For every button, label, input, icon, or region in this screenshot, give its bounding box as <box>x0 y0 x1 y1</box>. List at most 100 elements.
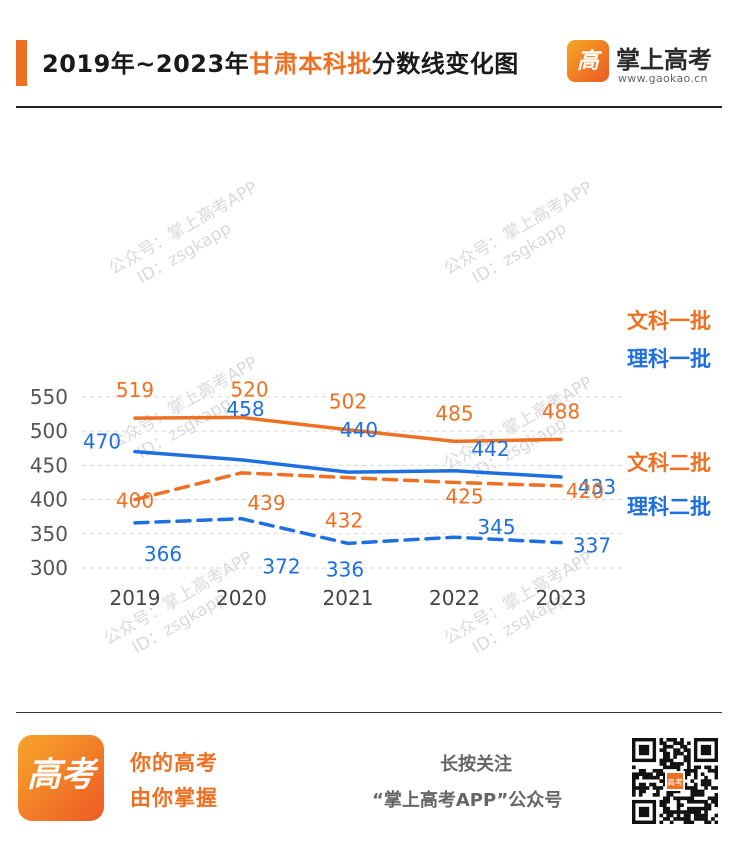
qr-module <box>666 799 671 804</box>
qr-module <box>707 765 712 770</box>
qr-module <box>687 796 691 801</box>
qr-module <box>697 806 701 811</box>
qr-module <box>645 786 650 790</box>
qr-module <box>659 748 664 752</box>
qr-module <box>642 786 646 790</box>
data-label-s2-4: 420 <box>566 479 604 503</box>
qr-module <box>687 813 691 818</box>
qr-module <box>687 786 691 790</box>
qr-module <box>683 758 688 763</box>
qr-module <box>680 817 684 821</box>
qr-module <box>632 786 636 790</box>
qr-code[interactable]: 高考 <box>632 738 718 824</box>
qr-module <box>659 758 664 763</box>
qr-module <box>669 738 674 742</box>
x-tick-2020: 2020 <box>216 586 267 610</box>
qr-module <box>652 793 657 797</box>
qr-module <box>673 762 677 766</box>
data-label-s0-2: 502 <box>329 390 367 414</box>
data-label-s3-2: 336 <box>326 557 364 581</box>
title-pre: 2019年~2023年 <box>42 50 250 78</box>
qr-module <box>704 779 708 783</box>
follow-line-2: “掌上高考APP”公众号 <box>372 790 563 811</box>
data-label-s1-2: 440 <box>340 418 378 442</box>
qr-module <box>714 803 718 807</box>
qr-module <box>690 768 695 773</box>
qr-module <box>704 820 708 824</box>
qr-module <box>700 799 705 804</box>
qr-module <box>693 768 698 773</box>
title-highlight: 甘肃本科批 <box>249 50 372 78</box>
qr-module <box>707 796 712 801</box>
qr-module <box>673 810 677 814</box>
qr-module <box>687 755 691 759</box>
qr-module <box>645 772 650 777</box>
qr-module <box>659 786 664 790</box>
qr-module <box>662 755 667 759</box>
qr-module <box>669 813 674 818</box>
y-tick-400: 400 <box>30 488 68 512</box>
qr-module <box>683 772 688 777</box>
data-label-s1-1: 458 <box>226 397 264 421</box>
qr-module <box>666 738 671 742</box>
series-line-2 <box>133 471 563 502</box>
qr-module <box>711 786 715 790</box>
qr-module <box>666 793 671 797</box>
qr-module <box>662 772 667 777</box>
qr-module <box>690 793 695 797</box>
qr-module <box>714 786 718 790</box>
brand-name: 掌上高考 <box>616 46 712 74</box>
qr-module <box>638 786 643 790</box>
qr-module <box>700 772 705 777</box>
qr-module <box>673 796 677 801</box>
qr-module <box>690 820 695 824</box>
qr-module <box>666 796 671 801</box>
qr-module <box>632 789 636 794</box>
qr-module <box>714 775 718 780</box>
qr-module <box>662 796 667 801</box>
qr-module <box>662 744 667 749</box>
qr-module <box>700 779 705 783</box>
data-label-s2-2: 432 <box>325 509 363 533</box>
qr-module <box>659 768 664 773</box>
qr-module <box>676 765 681 770</box>
qr-module <box>645 775 650 780</box>
qr-module <box>693 799 698 804</box>
qr-module <box>680 796 684 801</box>
qr-module <box>697 789 701 794</box>
y-tick-450: 450 <box>30 453 68 477</box>
qr-module <box>638 789 643 794</box>
qr-module <box>687 817 691 821</box>
qr-module <box>656 793 660 797</box>
qr-module <box>690 799 695 804</box>
qr-module <box>676 789 681 794</box>
qr-module <box>662 803 667 807</box>
qr-module <box>687 806 691 811</box>
qr-module <box>714 768 718 773</box>
qr-module <box>704 803 708 807</box>
qr-module <box>669 820 674 824</box>
data-label-s0-4: 488 <box>542 399 580 423</box>
y-tick-300: 300 <box>30 556 68 580</box>
qr-module <box>676 796 681 801</box>
qr-module <box>704 765 708 770</box>
qr-module <box>680 751 684 756</box>
qr-module <box>707 803 712 807</box>
qr-module <box>676 741 681 746</box>
qr-module <box>642 782 646 787</box>
qr-module <box>659 799 664 804</box>
qr-module <box>714 765 718 770</box>
qr-module <box>673 765 677 770</box>
qr-module <box>683 768 688 773</box>
qr-module <box>635 786 640 790</box>
legend-3: 理科二批 <box>627 495 711 519</box>
qr-module <box>700 789 705 794</box>
qr-module <box>697 765 701 770</box>
footer-app-logo: 高考 <box>18 735 104 821</box>
qr-module <box>662 765 667 770</box>
qr-module <box>704 806 708 811</box>
